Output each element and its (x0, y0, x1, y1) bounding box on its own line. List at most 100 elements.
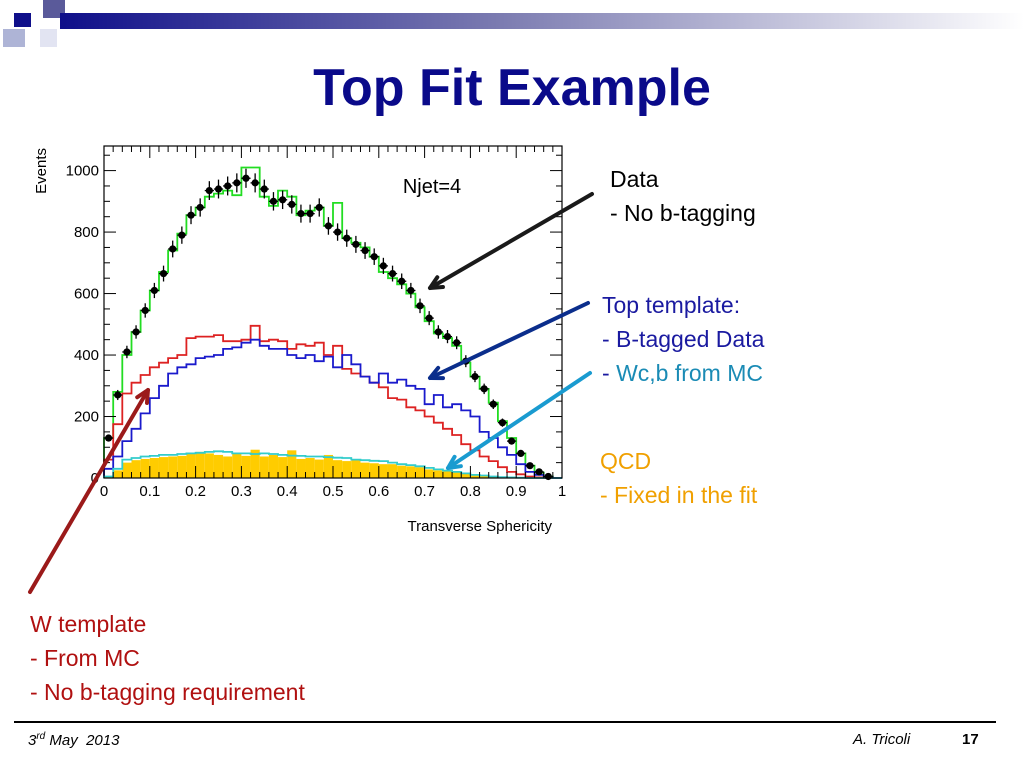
qcd-bar-2 (122, 462, 132, 478)
qcd-bar-8 (177, 455, 187, 478)
x-tick-label-2: 0.2 (185, 483, 206, 500)
top-annotation-line-1: Top template: (602, 292, 741, 318)
qcd-bar-6 (158, 457, 169, 478)
data-point-18 (269, 197, 278, 205)
w-annotation-line-3: - No b-tagging requirement (30, 679, 305, 705)
qcd-bar-37 (442, 471, 453, 478)
footer-date-day: 3 (28, 732, 37, 749)
top-annotation-wcb: Wc,b from MC (616, 360, 764, 386)
data-point-2 (123, 348, 131, 356)
slide-title: Top Fit Example (313, 59, 711, 117)
w-annotation-line-2: - From MC (30, 645, 140, 671)
data-point-1 (114, 391, 122, 399)
data-point-7 (169, 245, 177, 253)
y-tick-label-1: 200 (74, 409, 99, 426)
data-point-29 (370, 253, 378, 261)
qcd-annotation-line-2: - Fixed in the fit (600, 482, 758, 508)
qcd-bar-21 (296, 458, 306, 478)
qcd-annotation-line-1: QCD (600, 448, 652, 474)
y-tick-label-3: 600 (74, 286, 99, 303)
qcd-arrow-head (446, 454, 463, 470)
footer-divider (14, 721, 996, 723)
qcd-bar-20 (287, 450, 297, 478)
data-point-14 (233, 179, 241, 187)
corner-square-2 (43, 0, 65, 18)
qcd-bar-26 (342, 461, 352, 478)
qcd-bar-16 (250, 449, 260, 478)
data-point-19 (279, 196, 287, 204)
x-tick-label-3: 0.3 (231, 483, 252, 500)
qcd-bar-23 (314, 459, 324, 478)
data-point-31 (388, 269, 397, 278)
series-line-4 (103, 450, 562, 479)
data-point-34 (416, 302, 424, 310)
qcd-bar-14 (232, 454, 242, 478)
data-point-37 (443, 332, 452, 341)
data-point-0 (104, 434, 113, 442)
data-point-22 (306, 210, 314, 218)
data-point-47 (535, 468, 543, 476)
qcd-bar-15 (241, 455, 251, 478)
njet-label: Njet=4 (403, 176, 461, 198)
y-tick-label-4: 800 (74, 224, 99, 241)
qcd-bar-38 (452, 472, 462, 478)
qcd-bar-34 (415, 467, 425, 478)
data-point-48 (544, 472, 552, 481)
qcd-bar-3 (131, 460, 141, 478)
qcd-bar-30 (378, 464, 388, 478)
qcd-bar-40 (470, 474, 480, 478)
data-point-43 (498, 419, 507, 427)
qcd-bar-11 (204, 453, 214, 478)
data-point-41 (480, 385, 488, 393)
x-tick-label-6: 0.6 (368, 483, 389, 500)
header-gradient-bar (60, 13, 1024, 29)
data-point-38 (453, 339, 461, 347)
qcd-bar-12 (213, 454, 224, 478)
corner-square-1 (14, 13, 31, 27)
top-template-annotation: Top template: - B-tagged Data - Wc,b fro… (602, 288, 764, 390)
qcd-bar-36 (433, 470, 443, 478)
data-point-12 (214, 185, 223, 193)
data-point-21 (297, 210, 305, 218)
x-tick-label-10: 1 (558, 483, 566, 500)
y-tick-label-5: 1000 (66, 163, 99, 180)
qcd-bar-19 (278, 457, 288, 478)
qcd-bar-24 (323, 454, 333, 478)
data-point-28 (361, 246, 369, 255)
x-tick-label-9: 0.9 (506, 483, 527, 500)
data-arrow-head (428, 275, 445, 290)
data-point-6 (159, 269, 168, 278)
data-annotation: Data - No b-tagging (610, 162, 756, 230)
qcd-bar-10 (195, 451, 205, 478)
data-point-23 (315, 203, 323, 212)
qcd-bar-5 (149, 458, 159, 478)
x-tick-label-0: 0 (100, 483, 108, 500)
x-tick-label-5: 0.5 (323, 483, 344, 500)
data-point-25 (333, 228, 342, 236)
data-point-45 (517, 449, 525, 458)
x-tick-label-1: 0.1 (139, 483, 160, 500)
qcd-bar-22 (305, 458, 315, 478)
y-tick-label-2: 400 (74, 347, 99, 364)
footer-page-number: 17 (962, 731, 979, 748)
data-point-11 (205, 186, 213, 195)
qcd-annotation: QCD - Fixed in the fit (600, 444, 757, 512)
qcd-bar-33 (406, 466, 416, 478)
data-point-24 (324, 222, 333, 230)
qcd-bar-13 (223, 456, 233, 478)
data-point-15 (242, 174, 250, 182)
footer-date-suffix: rd (36, 731, 46, 742)
data-point-35 (425, 314, 433, 322)
data-point-13 (224, 182, 232, 190)
x-axis-label: Transverse Sphericity (408, 518, 553, 535)
w-annotation-line-1: W template (30, 611, 147, 637)
data-point-9 (187, 211, 195, 219)
top-arrow-head (428, 365, 445, 381)
qcd-bar-9 (186, 454, 196, 478)
top-arrow-shaft (428, 301, 590, 380)
qcd-bar-18 (268, 454, 279, 478)
data-point-17 (260, 185, 268, 193)
qcd-bar-25 (333, 460, 343, 478)
top-annotation-line-3: - Wc,b from MC (602, 356, 764, 390)
